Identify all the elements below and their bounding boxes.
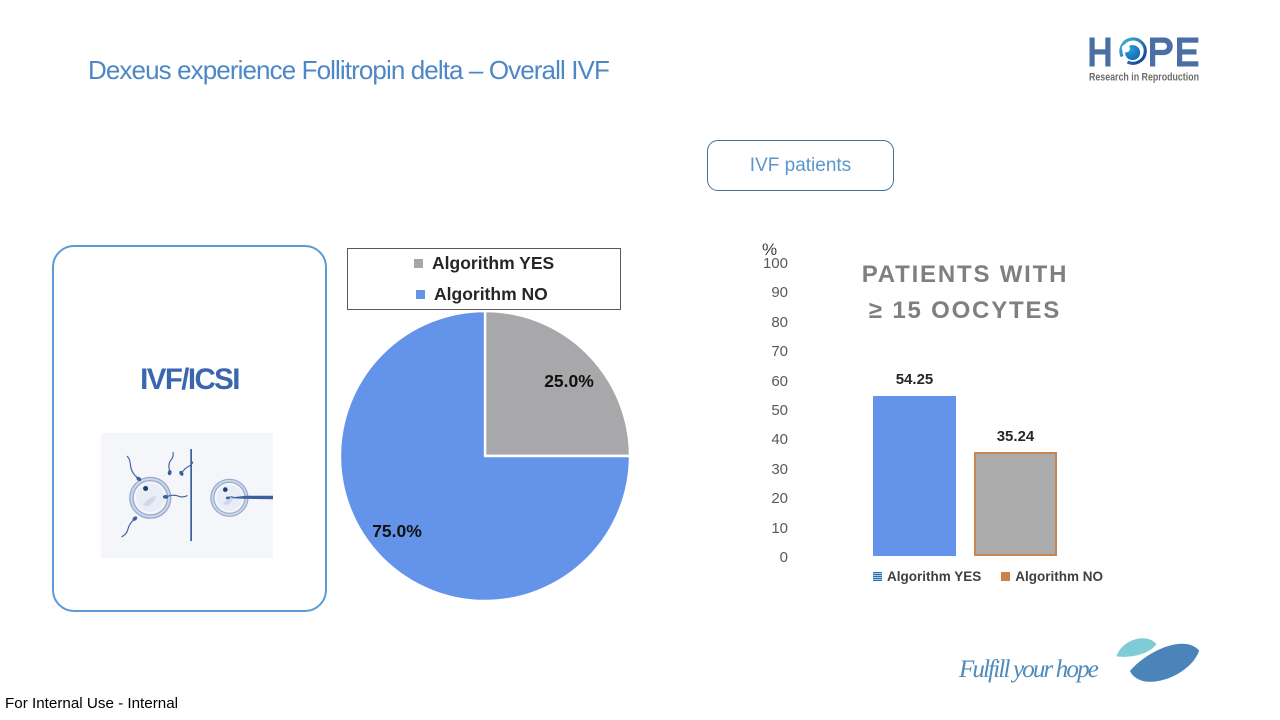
svg-text:Research in Reproduction: Research in Reproduction bbox=[1089, 72, 1199, 84]
svg-text:25.0%: 25.0% bbox=[544, 371, 594, 391]
svg-text:75.0%: 75.0% bbox=[372, 521, 422, 541]
